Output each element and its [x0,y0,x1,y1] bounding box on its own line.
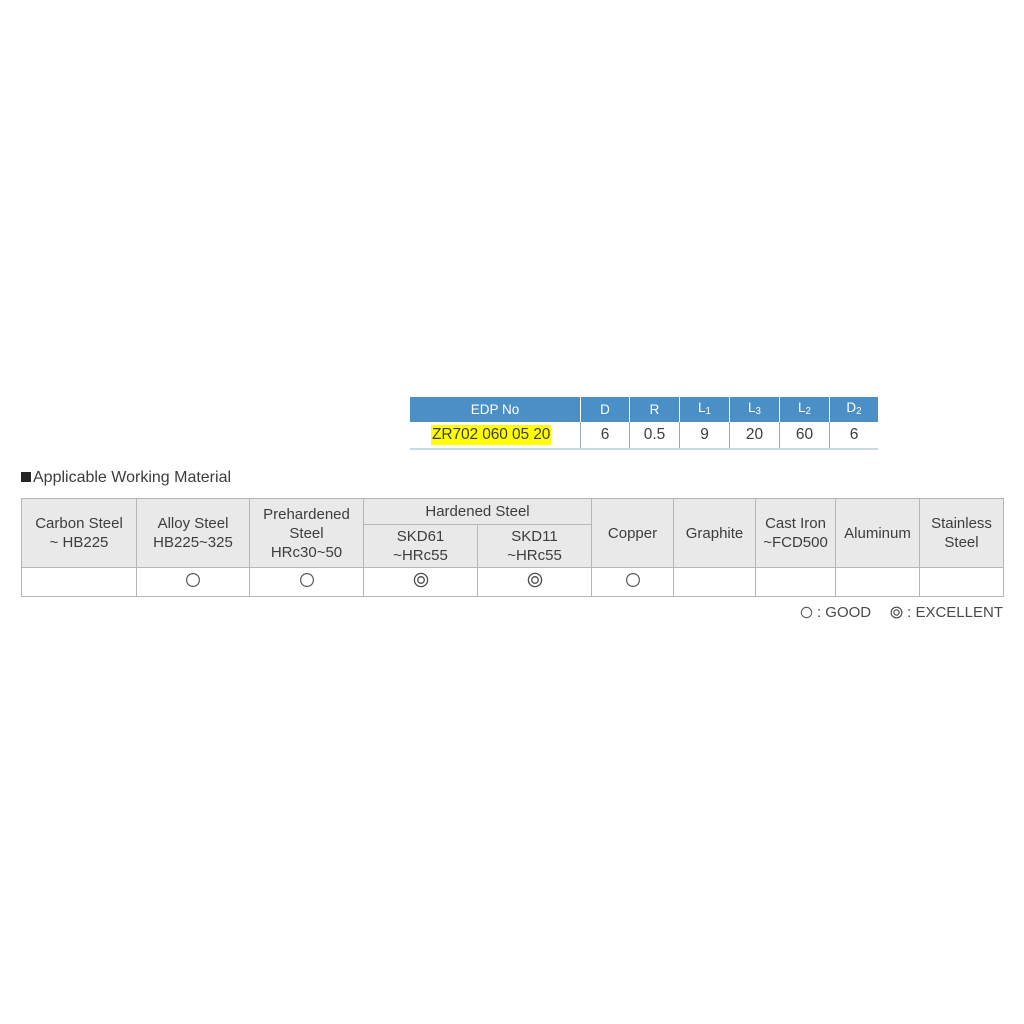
edp-header-edp-no-label: EDP No [470,402,520,418]
material-col-skd61-line2: ~HRc55 [393,547,448,564]
edp-cell-l1: 9 [679,422,730,451]
material-header-row-top: Carbon Steel ~ HB225 Alloy Steel HB225~3… [21,498,1004,568]
material-rating-stainless-steel [919,567,1004,597]
material-rating-alloy-steel [136,567,250,597]
edp-cell-r: 0.5 [629,422,680,451]
edp-spec-table: EDP No D R L1 L3 L2 D2 ZR702 060 05 20 6… [410,397,878,451]
material-col-carbon-steel: Carbon Steel ~ HB225 [21,498,137,568]
material-col-hardened-steel-group-label: Hardened Steel [425,503,530,520]
edp-header-d-label: D [600,402,610,418]
material-rating-cast-iron [755,567,836,597]
edp-header-l1: L1 [679,397,730,423]
legend-good-label: : GOOD [816,604,872,621]
edp-table-header-row: EDP No D R L1 L3 L2 D2 [410,397,878,423]
material-col-skd11-line1: SKD11 [511,528,558,545]
material-col-prehardened-steel-line1: Prehardened [263,505,350,523]
edp-cell-d2: 6 [829,422,878,451]
edp-header-d2-label: D [846,400,857,415]
material-col-hardened-steel-group: Hardened Steel [363,498,592,525]
edp-header-d2: D2 [829,397,878,423]
material-col-prehardened-steel: Prehardened Steel HRc30~50 [249,498,364,568]
material-rating-copper [591,567,674,597]
material-col-alloy-steel-line1: Alloy Steel [157,515,229,532]
material-rating-graphite [673,567,756,597]
applicable-working-material-heading-label: Applicable Working Material [33,469,232,486]
material-rating-skd11 [477,567,592,597]
material-col-skd61: SKD61 ~HRc55 [363,524,478,568]
material-col-skd11-line2: ~HRc55 [507,547,562,564]
material-col-copper: Copper [591,498,674,568]
edp-cell-l2: 60 [779,422,830,451]
material-col-prehardened-steel-line2: Steel [289,524,324,542]
material-header-row-sub: SKD61 ~HRc55 SKD11 ~HRc55 [22,524,1004,568]
good-circle-icon [800,606,813,619]
material-col-prehardened-steel-line3: HRc30~50 [270,543,343,561]
material-col-skd61-line1: SKD61 [396,528,445,545]
edp-header-l2-label: L [798,400,806,415]
material-col-cast-iron-line2: ~FCD500 [763,534,828,551]
excellent-double-circle-icon [413,572,429,588]
material-col-cast-iron: Cast Iron ~FCD500 [755,498,836,568]
edp-header-l3: L3 [729,397,780,423]
square-bullet-icon [21,472,31,482]
edp-header-r: R [629,397,680,423]
rating-legend: : GOOD : EXCELLENT [800,604,1003,621]
edp-cell-d: 6 [580,422,630,451]
edp-header-l2: L2 [779,397,830,423]
edp-header-d: D [580,397,630,423]
edp-header-l2-sub: 2 [805,406,811,418]
material-col-cast-iron-line1: Cast Iron [765,515,826,532]
good-circle-icon [185,572,201,588]
material-rating-prehardened-steel [249,567,364,597]
legend-good: : GOOD [800,604,871,621]
edp-header-d2-sub: 2 [856,406,862,418]
edp-header-r-label: R [649,402,660,418]
material-col-alloy-steel: Alloy Steel HB225~325 [136,498,250,568]
applicable-working-material-heading: Applicable Working Material [21,468,231,488]
material-rating-carbon-steel [21,567,137,597]
edp-cell-l3: 20 [729,422,780,451]
edp-header-l3-label: L [748,400,756,415]
material-col-graphite-line1: Graphite [685,524,744,542]
material-col-alloy-steel-line2: HB225~325 [153,534,233,551]
excellent-double-circle-icon [890,606,903,619]
material-col-copper-line1: Copper [607,524,658,542]
material-col-stainless-steel-line2: Steel [944,534,979,551]
material-rating-skd61 [363,567,478,597]
material-col-stainless-steel: Stainless Steel [919,498,1004,568]
edp-table-data-row: ZR702 060 05 20 6 0.5 9 20 60 6 [410,422,878,451]
edp-header-l3-sub: 3 [755,406,761,418]
good-circle-icon [299,572,315,588]
material-col-stainless-steel-line1: Stainless [931,515,992,532]
material-col-aluminum-line1: Aluminum [844,524,911,542]
edp-header-l1-label: L [698,400,706,415]
legend-excellent-label: : EXCELLENT [907,604,1003,621]
edp-cell-edp-no: ZR702 060 05 20 [410,422,581,451]
material-col-carbon-steel-line2: ~ HB225 [49,534,109,551]
edp-header-edp-no: EDP No [410,397,581,423]
material-col-skd11: SKD11 ~HRc55 [477,524,592,568]
material-rating-aluminum [835,567,920,597]
edp-no-value-highlighted: ZR702 060 05 20 [431,425,552,446]
good-circle-icon [625,572,641,588]
legend-excellent: : EXCELLENT [890,604,1003,621]
edp-header-l1-sub: 1 [705,406,711,418]
applicable-working-material-table: Carbon Steel ~ HB225 Alloy Steel HB225~3… [21,498,1004,597]
excellent-double-circle-icon [527,572,543,588]
material-rating-row [21,567,1004,597]
material-col-aluminum: Aluminum [835,498,920,568]
material-col-carbon-steel-line1: Carbon Steel [35,515,123,532]
material-col-graphite: Graphite [673,498,756,568]
